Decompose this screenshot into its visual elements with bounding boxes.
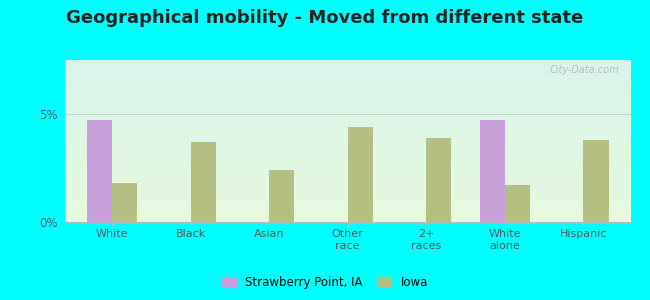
Legend: Strawberry Point, IA, Iowa: Strawberry Point, IA, Iowa	[217, 272, 433, 294]
Text: City-Data.com: City-Data.com	[549, 65, 619, 75]
Bar	[426, 138, 452, 222]
Bar	[348, 127, 373, 222]
Bar	[505, 185, 530, 222]
Bar	[480, 121, 505, 222]
Bar	[112, 183, 137, 222]
Bar	[269, 170, 294, 222]
Text: Geographical mobility - Moved from different state: Geographical mobility - Moved from diffe…	[66, 9, 584, 27]
Bar	[584, 140, 608, 222]
Bar	[190, 142, 216, 222]
Bar	[87, 121, 112, 222]
